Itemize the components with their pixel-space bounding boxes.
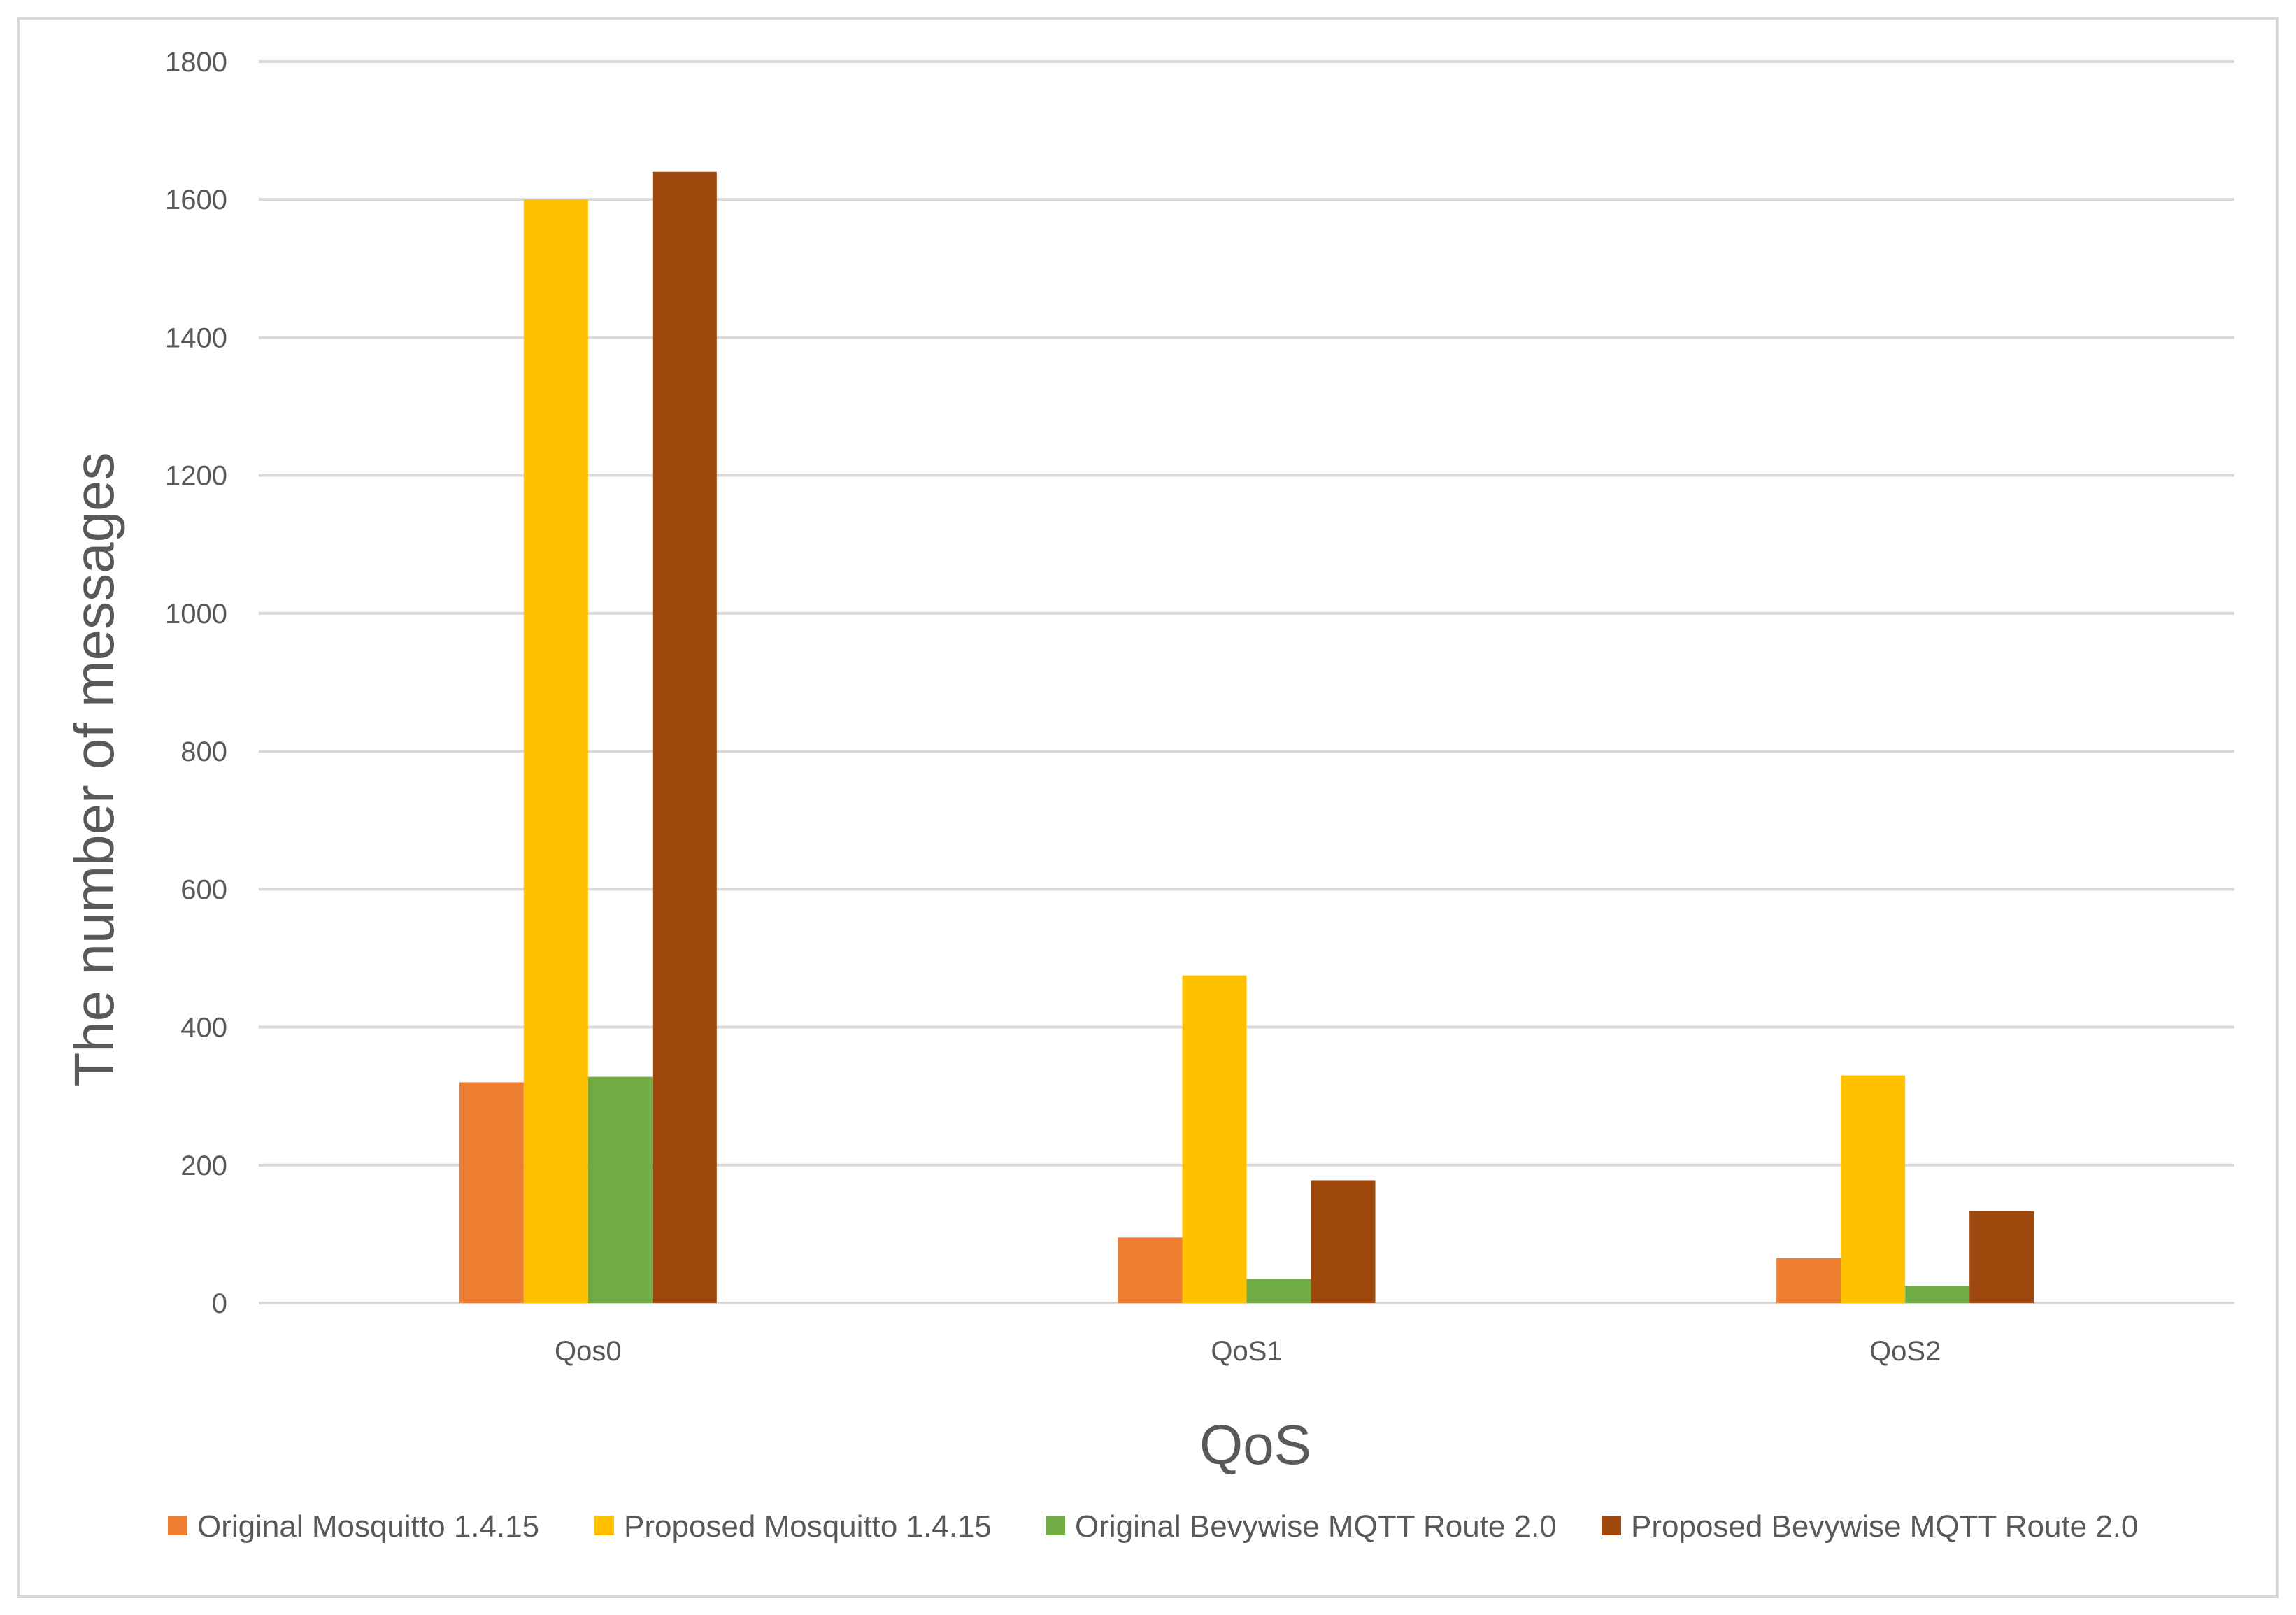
y-tick-labels: 0 200 400 600 800 1000 1200 1400 1600 1800 <box>165 47 227 1319</box>
y-axis-title: The number of messages <box>63 452 125 1086</box>
bar <box>1776 1258 1841 1303</box>
legend-swatch <box>594 1516 614 1535</box>
y-tick-label: 1800 <box>165 47 227 78</box>
legend-swatch <box>1602 1516 1621 1535</box>
bar <box>1118 1237 1183 1303</box>
legend-swatch <box>1046 1516 1065 1535</box>
chart-border <box>17 17 2279 1598</box>
legend-swatch <box>168 1516 187 1535</box>
bar <box>652 171 717 1303</box>
bar <box>1182 975 1247 1303</box>
bar <box>1841 1075 1906 1303</box>
bar <box>1311 1180 1376 1303</box>
y-tick-label: 1200 <box>165 461 227 492</box>
bar <box>1246 1279 1311 1303</box>
y-tick-label: 800 <box>180 737 227 767</box>
bar <box>1969 1211 2034 1303</box>
legend-item: Proposed Mosquitto 1.4.15 <box>594 1509 992 1544</box>
bar <box>1905 1286 1970 1303</box>
y-tick-label: 1400 <box>165 322 227 353</box>
x-tick-labels: Qos0 QoS1 QoS2 <box>555 1336 1941 1367</box>
bars <box>459 171 2034 1304</box>
legend-item: Original Bevywise MQTT Route 2.0 <box>1046 1509 1557 1544</box>
y-tick-label: 600 <box>180 874 227 905</box>
y-tick-label: 0 <box>212 1288 227 1319</box>
y-tick-label: 400 <box>180 1013 227 1044</box>
x-axis-title: QoS <box>1199 1414 1311 1476</box>
x-tick-label: QoS2 <box>1869 1336 1941 1367</box>
legend-item: Original Mosquitto 1.4.15 <box>168 1509 539 1544</box>
y-tick-label: 1000 <box>165 599 227 629</box>
legend-label: Original Bevywise MQTT Route 2.0 <box>1075 1509 1557 1544</box>
x-tick-label: Qos0 <box>555 1336 622 1367</box>
y-tick-label: 200 <box>180 1151 227 1181</box>
legend: Original Mosquitto 1.4.15 Proposed Mosqui… <box>168 1509 2139 1544</box>
y-tick-label: 1600 <box>165 185 227 215</box>
bar <box>523 199 588 1304</box>
legend-label: Original Mosquitto 1.4.15 <box>197 1509 539 1544</box>
x-tick-label: QoS1 <box>1211 1336 1282 1367</box>
legend-label: Proposed Bevywise MQTT Route 2.0 <box>1631 1509 2139 1544</box>
bar <box>587 1076 653 1303</box>
legend-label: Proposed Mosquitto 1.4.15 <box>624 1509 992 1544</box>
legend-item: Proposed Bevywise MQTT Route 2.0 <box>1602 1509 2139 1544</box>
bar <box>459 1082 524 1303</box>
